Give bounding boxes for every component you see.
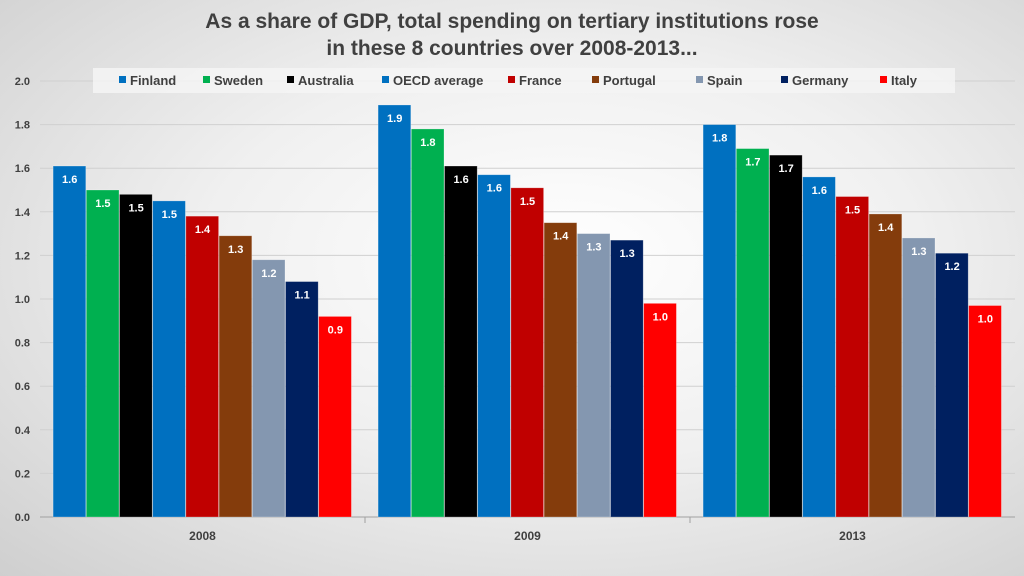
y-tick-label: 1.4 [15,207,31,219]
data-label: 1.0 [653,311,668,323]
bar-spain-2009 [576,233,611,518]
legend-swatch-spain [696,76,703,83]
bar-australia-2013 [769,154,803,518]
data-label: 1.4 [553,231,569,243]
data-label: 1.2 [944,261,959,273]
data-label: 1.5 [128,202,143,214]
bar-france-2008 [185,215,219,518]
bar-finland-2009 [377,104,412,518]
bar-portugal-2009 [543,222,578,518]
bar-italy-2009 [643,303,677,518]
bar-sweden-2008 [85,189,120,518]
data-label: 1.6 [453,174,468,186]
legend [93,68,955,93]
data-label: 1.3 [911,246,926,258]
legend-label: Sweden [214,73,263,88]
y-tick-label: 0.8 [15,338,30,350]
legend-label: Germany [792,73,849,88]
data-label: 1.5 [95,198,110,210]
legend-swatch-sweden [203,76,210,83]
data-label: 1.3 [586,242,601,254]
bar-oecd-average-2013 [802,176,836,518]
bar-oecd-average-2009 [477,174,511,518]
data-label: 1.7 [778,163,793,175]
bar-germany-2009 [610,239,644,518]
data-label: 0.9 [328,324,343,336]
y-tick-label: 0.4 [15,425,31,437]
data-label: 1.8 [712,133,727,145]
y-tick-label: 1.6 [15,163,30,175]
legend-label: Portugal [603,73,656,88]
legend-label: Finland [130,73,176,88]
legend-label: Australia [298,73,354,88]
legend-swatch-finland [119,76,126,83]
legend-label: France [519,73,562,88]
legend-swatch-australia [287,76,294,83]
data-label: 1.5 [162,209,177,221]
data-label: 1.5 [845,205,860,217]
bar-italy-2013 [968,305,1002,518]
legend-label: Italy [891,73,918,88]
bar-italy-2008 [318,316,352,518]
bar-australia-2009 [444,165,478,518]
data-label: 1.3 [228,244,243,256]
y-tick-label: 1.0 [15,294,30,306]
x-tick-label: 2009 [514,529,541,543]
y-tick-label: 1.8 [15,120,30,132]
data-label: 1.7 [745,157,760,169]
legend-swatch-italy [880,76,887,83]
bar-australia-2008 [119,194,153,518]
x-tick-label: 2008 [189,529,216,543]
data-label: 1.3 [619,248,634,260]
data-label: 1.4 [195,224,211,236]
bar-portugal-2013 [868,213,903,518]
bar-oecd-average-2008 [152,200,186,518]
legend-swatch-france [508,76,515,83]
data-label: 1.9 [387,113,402,125]
x-tick-label: 2013 [839,529,866,543]
legend-swatch-oecd-average [382,76,389,83]
data-label: 1.5 [520,196,535,208]
chart-title: As a share of GDP, total spending on ter… [0,8,1024,62]
title-line-2: in these 8 countries over 2008-2013... [326,37,698,60]
bar-sweden-2009 [410,128,445,518]
data-label: 1.6 [487,183,502,195]
data-label: 1.2 [261,268,276,280]
data-label: 1.8 [420,137,435,149]
data-label: 1.1 [294,290,309,302]
bar-sweden-2013 [735,148,770,518]
data-label: 1.6 [62,174,77,186]
legend-label: Spain [707,73,742,88]
legend-label: OECD average [393,73,483,88]
data-label: 1.6 [812,185,827,197]
bar-germany-2008 [285,281,319,518]
y-tick-label: 2.0 [15,76,30,88]
data-label: 1.4 [878,222,894,234]
bar-france-2009 [510,187,544,518]
bar-france-2013 [835,196,869,518]
bar-spain-2008 [251,259,286,518]
data-label: 1.0 [978,314,993,326]
y-tick-label: 0.0 [15,512,30,524]
bar-portugal-2008 [218,235,253,518]
y-tick-label: 0.2 [15,468,30,480]
bar-finland-2008 [52,165,87,518]
bar-germany-2013 [935,252,969,518]
legend-swatch-portugal [592,76,599,83]
legend-swatch-germany [781,76,788,83]
y-tick-label: 1.2 [15,250,30,262]
bar-spain-2013 [901,237,936,518]
y-tick-label: 0.6 [15,381,30,393]
title-line-1: As a share of GDP, total spending on ter… [205,10,819,33]
bar-finland-2013 [702,124,737,518]
